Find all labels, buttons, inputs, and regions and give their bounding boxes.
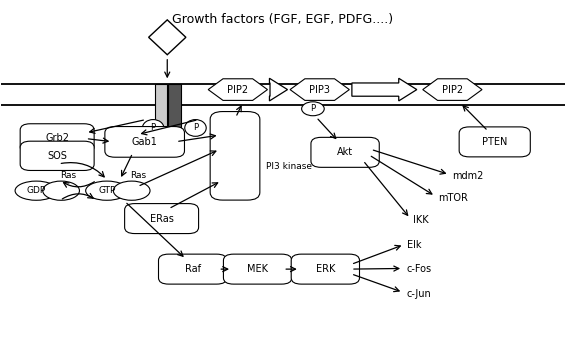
- Text: Ras: Ras: [60, 171, 76, 180]
- Ellipse shape: [302, 102, 324, 116]
- Text: Akt: Akt: [337, 147, 353, 158]
- Text: ERas: ERas: [149, 214, 174, 224]
- Polygon shape: [290, 79, 349, 100]
- Text: Elk: Elk: [407, 240, 422, 250]
- Text: P: P: [310, 104, 315, 113]
- Text: PIP3: PIP3: [309, 85, 330, 95]
- FancyBboxPatch shape: [105, 127, 185, 157]
- Text: Raf: Raf: [185, 264, 201, 274]
- Text: SOS: SOS: [47, 151, 67, 161]
- Ellipse shape: [185, 120, 206, 136]
- Text: mTOR: mTOR: [438, 193, 468, 203]
- Text: GDP: GDP: [27, 186, 46, 195]
- FancyBboxPatch shape: [311, 137, 379, 167]
- Text: P: P: [151, 124, 156, 132]
- Text: P: P: [193, 124, 198, 132]
- Polygon shape: [352, 78, 417, 101]
- FancyBboxPatch shape: [210, 112, 260, 200]
- Text: Grb2: Grb2: [45, 133, 69, 143]
- Ellipse shape: [43, 181, 79, 200]
- Text: Gab1: Gab1: [132, 137, 157, 147]
- Text: mdm2: mdm2: [452, 171, 484, 181]
- FancyBboxPatch shape: [291, 254, 359, 284]
- Text: Growth factors (FGF, EGF, PDFG....): Growth factors (FGF, EGF, PDFG....): [173, 13, 393, 26]
- Text: IKK: IKK: [413, 215, 428, 225]
- Text: PI3 kinase: PI3 kinase: [266, 162, 312, 171]
- Text: c-Fos: c-Fos: [406, 264, 431, 274]
- Text: ERK: ERK: [316, 264, 335, 274]
- Polygon shape: [269, 78, 288, 101]
- Text: Ras: Ras: [130, 171, 147, 180]
- FancyBboxPatch shape: [125, 204, 199, 233]
- Ellipse shape: [143, 120, 164, 136]
- Text: PIP2: PIP2: [228, 85, 248, 95]
- Polygon shape: [208, 79, 268, 100]
- FancyBboxPatch shape: [158, 254, 227, 284]
- Polygon shape: [423, 79, 482, 100]
- FancyBboxPatch shape: [20, 124, 94, 153]
- Ellipse shape: [15, 181, 57, 200]
- Bar: [155, 84, 168, 140]
- Text: PIP2: PIP2: [442, 85, 463, 95]
- FancyBboxPatch shape: [224, 254, 291, 284]
- Ellipse shape: [85, 181, 128, 200]
- Text: c-Jun: c-Jun: [406, 288, 431, 299]
- FancyBboxPatch shape: [20, 141, 94, 170]
- Ellipse shape: [113, 181, 150, 200]
- Text: GTP: GTP: [98, 186, 115, 195]
- FancyBboxPatch shape: [459, 127, 530, 157]
- Polygon shape: [149, 20, 186, 55]
- Bar: [168, 84, 181, 140]
- Text: PTEN: PTEN: [482, 137, 507, 147]
- Text: MEK: MEK: [247, 264, 268, 274]
